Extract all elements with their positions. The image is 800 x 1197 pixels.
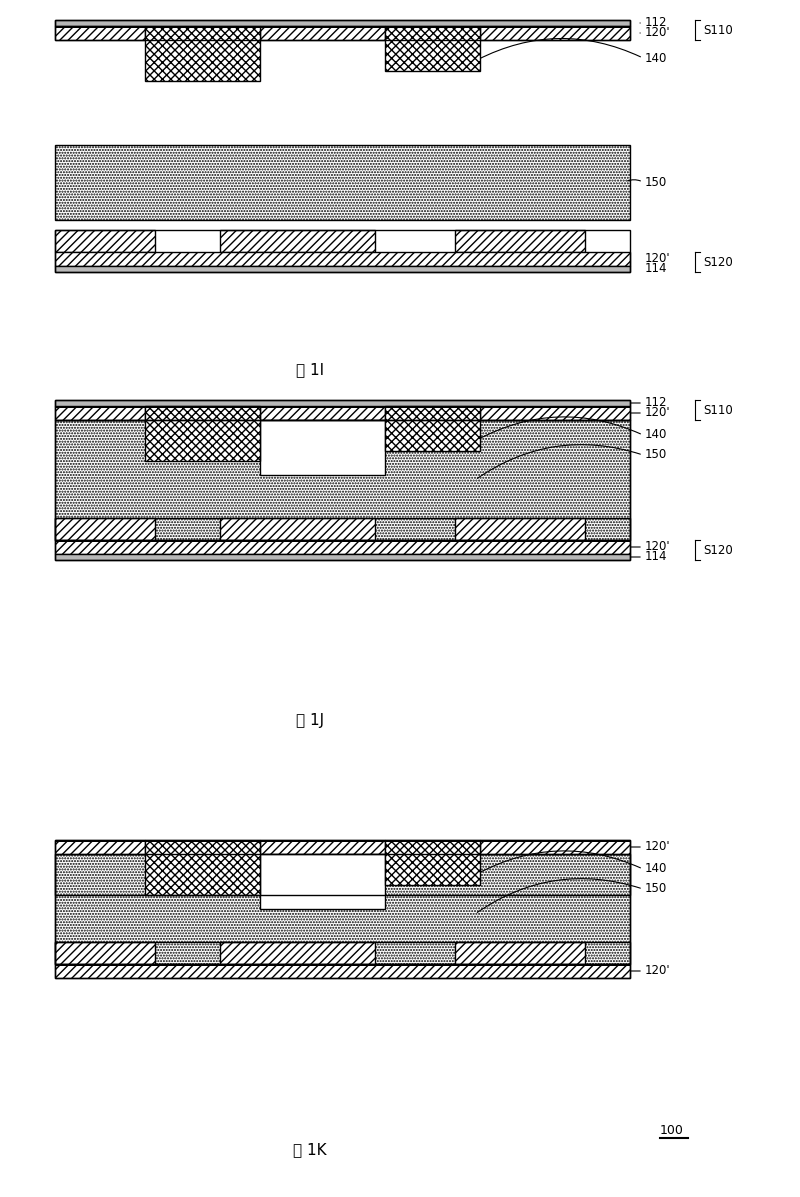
Bar <box>385 840 480 885</box>
Bar <box>55 540 630 541</box>
Text: S120: S120 <box>703 543 733 557</box>
Text: 150: 150 <box>645 882 667 895</box>
Bar <box>55 26 145 40</box>
Bar <box>260 853 385 909</box>
Text: 120': 120' <box>645 26 670 40</box>
Bar <box>55 20 630 26</box>
Bar <box>55 420 630 540</box>
Text: S110: S110 <box>703 403 733 417</box>
Bar <box>55 400 630 420</box>
Text: 120': 120' <box>645 253 670 266</box>
Bar <box>55 840 145 853</box>
Bar <box>55 942 630 978</box>
Bar <box>145 406 260 461</box>
Text: 112: 112 <box>645 17 667 30</box>
Bar <box>385 406 480 451</box>
Bar <box>55 853 630 964</box>
Text: 140: 140 <box>645 863 667 875</box>
Text: 150: 150 <box>645 176 667 188</box>
Text: 120': 120' <box>645 407 670 419</box>
Bar <box>55 964 630 978</box>
Bar <box>55 964 630 966</box>
Bar <box>260 406 385 420</box>
Text: 114: 114 <box>645 551 667 564</box>
Bar <box>55 406 630 407</box>
Text: 114: 114 <box>645 262 667 275</box>
Bar <box>55 420 630 540</box>
Bar <box>145 840 260 895</box>
Bar <box>55 840 630 895</box>
Bar <box>480 840 630 853</box>
Bar <box>55 20 630 40</box>
Text: 120': 120' <box>645 840 670 853</box>
Bar <box>55 853 630 964</box>
Text: 112: 112 <box>645 396 667 409</box>
Text: 120': 120' <box>645 541 670 553</box>
Bar <box>55 400 630 406</box>
Bar <box>55 145 630 220</box>
Text: S120: S120 <box>703 255 733 268</box>
Bar <box>455 518 585 540</box>
Text: 图 1K: 图 1K <box>293 1142 327 1157</box>
Bar <box>55 554 630 560</box>
Bar <box>55 230 155 253</box>
Bar <box>260 420 385 475</box>
Text: 120': 120' <box>645 965 670 978</box>
Text: 140: 140 <box>645 51 667 65</box>
Bar <box>480 406 630 420</box>
Text: S110: S110 <box>703 24 733 36</box>
Bar <box>220 518 375 540</box>
Bar <box>55 26 630 28</box>
Bar <box>455 230 585 253</box>
Bar <box>55 230 630 272</box>
Bar <box>55 406 145 420</box>
Text: 100: 100 <box>660 1124 684 1136</box>
Bar <box>480 26 630 40</box>
Text: 图 1I: 图 1I <box>296 363 324 377</box>
Bar <box>260 840 385 853</box>
Bar <box>55 253 630 266</box>
Bar <box>145 26 260 81</box>
Bar <box>55 266 630 272</box>
Bar <box>260 26 385 40</box>
Bar <box>55 518 155 540</box>
Bar <box>55 540 630 554</box>
Text: 图 1J: 图 1J <box>296 712 324 728</box>
Bar <box>220 230 375 253</box>
Bar <box>220 942 375 964</box>
Bar <box>55 518 630 560</box>
Text: 150: 150 <box>645 449 667 462</box>
Text: 140: 140 <box>645 429 667 442</box>
Bar <box>55 942 155 964</box>
Bar <box>55 840 630 841</box>
Bar <box>385 26 480 71</box>
Bar <box>455 942 585 964</box>
